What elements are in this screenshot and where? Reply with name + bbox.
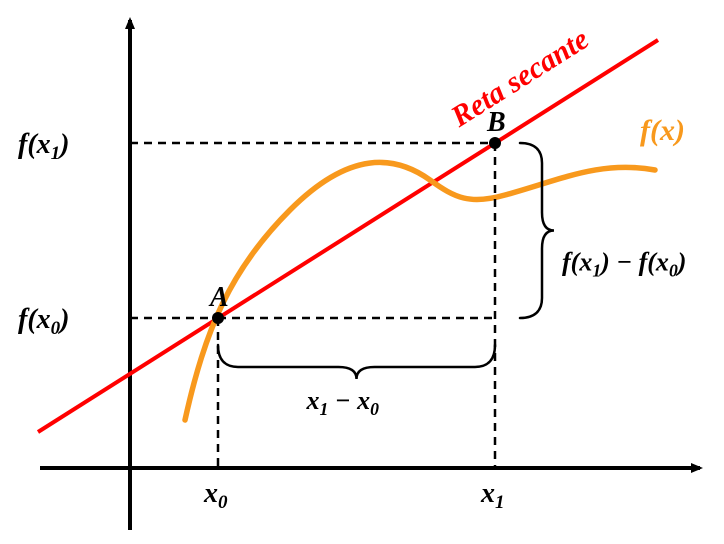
- brace-dy: [520, 143, 554, 318]
- label-dx: x1 − x0: [306, 386, 380, 419]
- label-secant: Reta secante: [444, 22, 594, 134]
- label-fx0: f(x0): [18, 304, 70, 339]
- label-x1: x1: [480, 478, 505, 513]
- label-fx1: f(x1): [18, 129, 70, 164]
- point-b: [489, 137, 501, 149]
- label-x0: x0: [203, 478, 228, 513]
- label-fx: f(x): [640, 114, 685, 147]
- label-dy: f(x1) − f(x0): [562, 248, 686, 281]
- function-curve: [185, 162, 655, 420]
- brace-dx: [218, 345, 495, 379]
- label-point-a: A: [208, 282, 229, 313]
- point-a: [212, 312, 224, 324]
